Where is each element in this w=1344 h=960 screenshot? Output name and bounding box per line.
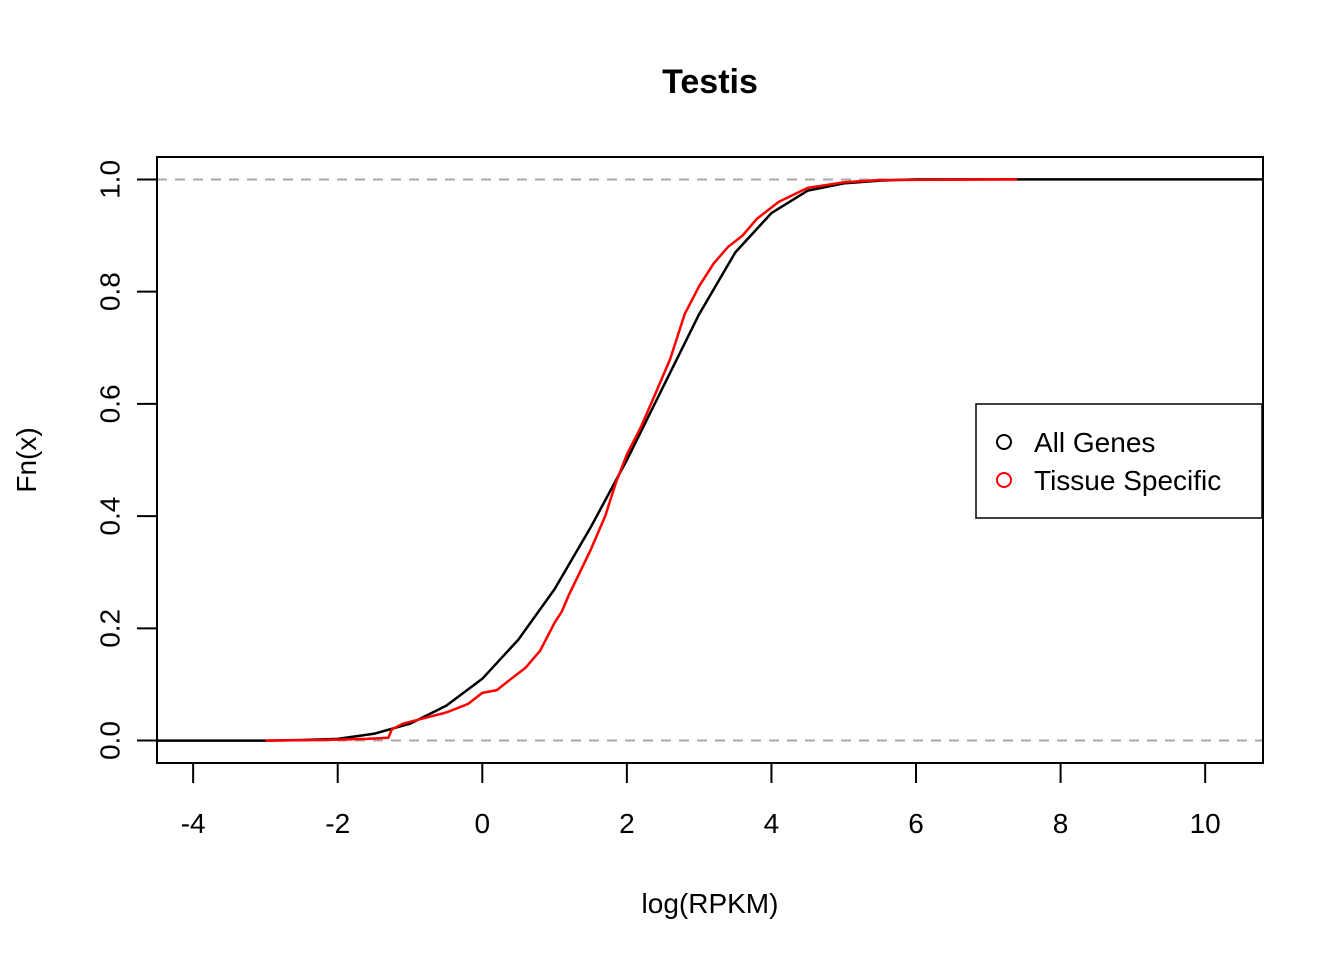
- x-tick-label: 6: [908, 808, 924, 839]
- x-tick-label: 4: [764, 808, 780, 839]
- x-tick-label: -4: [181, 808, 206, 839]
- y-axis: 0.0 0.2 0.4 0.6 0.8 1.0: [95, 160, 158, 760]
- chart-title: Testis: [662, 63, 758, 101]
- series-layer: [157, 178, 1263, 742]
- legend: All Genes Tissue Specific: [975, 403, 1263, 519]
- y-tick-label: 0.4: [95, 497, 126, 536]
- y-tick-label: 0.2: [95, 609, 126, 648]
- x-tick-label: -2: [325, 808, 350, 839]
- x-tick-label: 10: [1190, 808, 1221, 839]
- x-tick-label: 8: [1053, 808, 1069, 839]
- y-tick-label: 0.8: [95, 272, 126, 311]
- y-tick-label: 0.6: [95, 384, 126, 423]
- legend-label-tissue-specific: Tissue Specific: [1034, 465, 1221, 496]
- x-axis-label: log(RPKM): [642, 888, 779, 919]
- x-axis: -4 -2 0 2 4 6 8 10: [181, 762, 1221, 839]
- legend-label-all-genes: All Genes: [1034, 427, 1155, 458]
- y-axis-label: Fn(x): [11, 427, 42, 492]
- y-tick-label: 1.0: [95, 160, 126, 199]
- x-tick-label: 2: [619, 808, 635, 839]
- series-line-1: [265, 178, 1018, 742]
- x-tick-label: 0: [475, 808, 491, 839]
- series-line-0: [157, 178, 1263, 742]
- y-tick-label: 0.0: [95, 721, 126, 760]
- legend-marker-all-genes: [996, 434, 1012, 450]
- legend-marker-tissue-specific: [996, 472, 1012, 488]
- legend-box: [975, 403, 1263, 519]
